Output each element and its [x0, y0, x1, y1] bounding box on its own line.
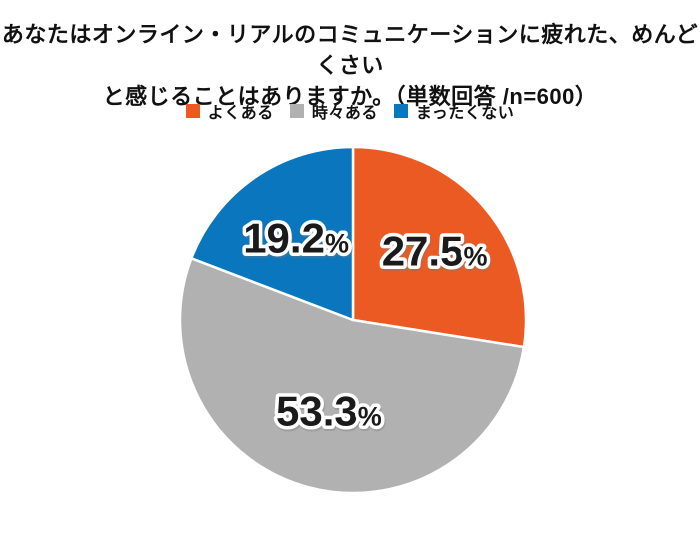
chart-title: あなたはオンライン・リアルのコミュニケーションに疲れた、めんどくさい と感じるこ…: [0, 19, 700, 112]
legend: よくある 時々ある まったくない: [0, 99, 700, 123]
pie-slice-sometimes: [178, 257, 526, 495]
legend-label-sometimes: 時々ある: [311, 105, 378, 122]
pie-data-label-not-at-all: 19.2%: [243, 214, 349, 261]
legend-label-often: よくある: [207, 105, 274, 122]
legend-item-often: よくある: [185, 99, 274, 123]
pie-slice-not-at-all: [190, 145, 355, 322]
legend-item-sometimes: 時々ある: [289, 99, 378, 123]
pie-data-label-often: 27.5%: [382, 227, 488, 274]
legend-swatch-sometimes: [289, 104, 304, 118]
legend-item-not-at-all: まったくない: [393, 99, 515, 123]
pie-slice-often: [351, 145, 528, 349]
chart-title-line2: と感じることはありますか。（単数回答 /n=600）: [102, 84, 598, 109]
legend-swatch-not-at-all: [393, 104, 408, 118]
chart-title-line1: あなたはオンライン・リアルのコミュニケーションに疲れた、めんどくさい: [1, 22, 699, 78]
pie-data-label-sometimes: 53.3%: [276, 387, 382, 434]
legend-label-not-at-all: まったくない: [415, 105, 515, 122]
legend-swatch-often: [185, 104, 200, 118]
